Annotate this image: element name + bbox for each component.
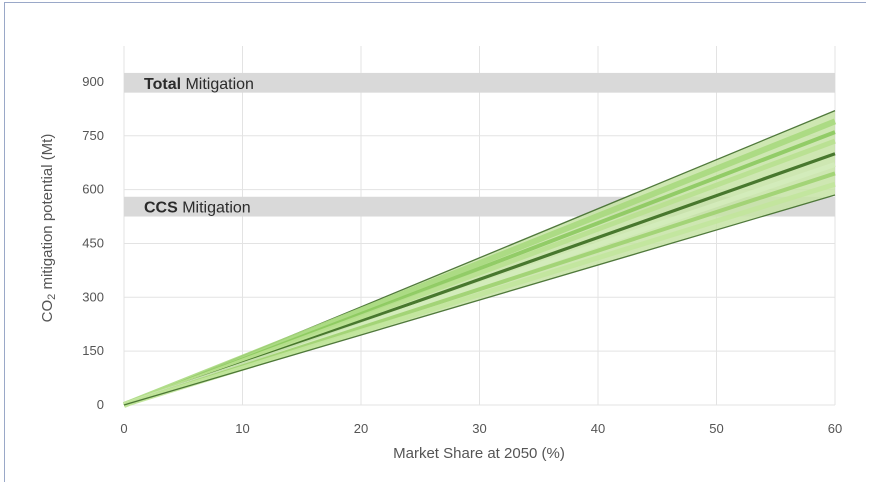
band-label-rest-0: Mitigation — [181, 76, 254, 93]
y-axis-title: CO2 mitigation potential (Mt) — [39, 134, 58, 323]
x-tick-label-50: 50 — [709, 421, 723, 436]
y-tick-label-600: 600 — [82, 182, 104, 197]
x-tick-label-30: 30 — [472, 421, 486, 436]
x-axis-title: Market Share at 2050 (%) — [393, 445, 565, 462]
series-line-7 — [123, 181, 836, 408]
x-tick-label-0: 0 — [120, 421, 127, 436]
chart-frame — [4, 2, 866, 482]
y-tick-label-750: 750 — [82, 128, 104, 143]
y-axis-title-subscript: 2 — [46, 294, 58, 300]
band-label-0: Total Mitigation — [144, 76, 254, 93]
series-lines — [122, 110, 837, 408]
series-line-8 — [123, 194, 836, 406]
x-tick-label-20: 20 — [354, 421, 368, 436]
band-label-strong-0: Total — [144, 76, 181, 93]
band-label-strong-1: CCS — [144, 200, 178, 217]
band-0 — [124, 72, 835, 93]
y-tick-label-450: 450 — [82, 235, 104, 250]
y-tick-label-900: 900 — [82, 74, 104, 89]
x-tick-label-60: 60 — [828, 421, 842, 436]
band-label-1: CCS Mitigation — [144, 200, 251, 217]
y-tick-label-150: 150 — [82, 343, 104, 358]
x-tick-label-10: 10 — [235, 421, 249, 436]
x-tick-label-40: 40 — [591, 421, 605, 436]
y-axis-title-main: CO — [39, 300, 56, 323]
y-tick-label-300: 300 — [82, 289, 104, 304]
series-line-3 — [123, 138, 836, 408]
band-label-rest-1: Mitigation — [178, 200, 251, 217]
y-tick-label-0: 0 — [97, 397, 104, 412]
y-axis-title-rest: mitigation potential (Mt) — [39, 134, 56, 294]
